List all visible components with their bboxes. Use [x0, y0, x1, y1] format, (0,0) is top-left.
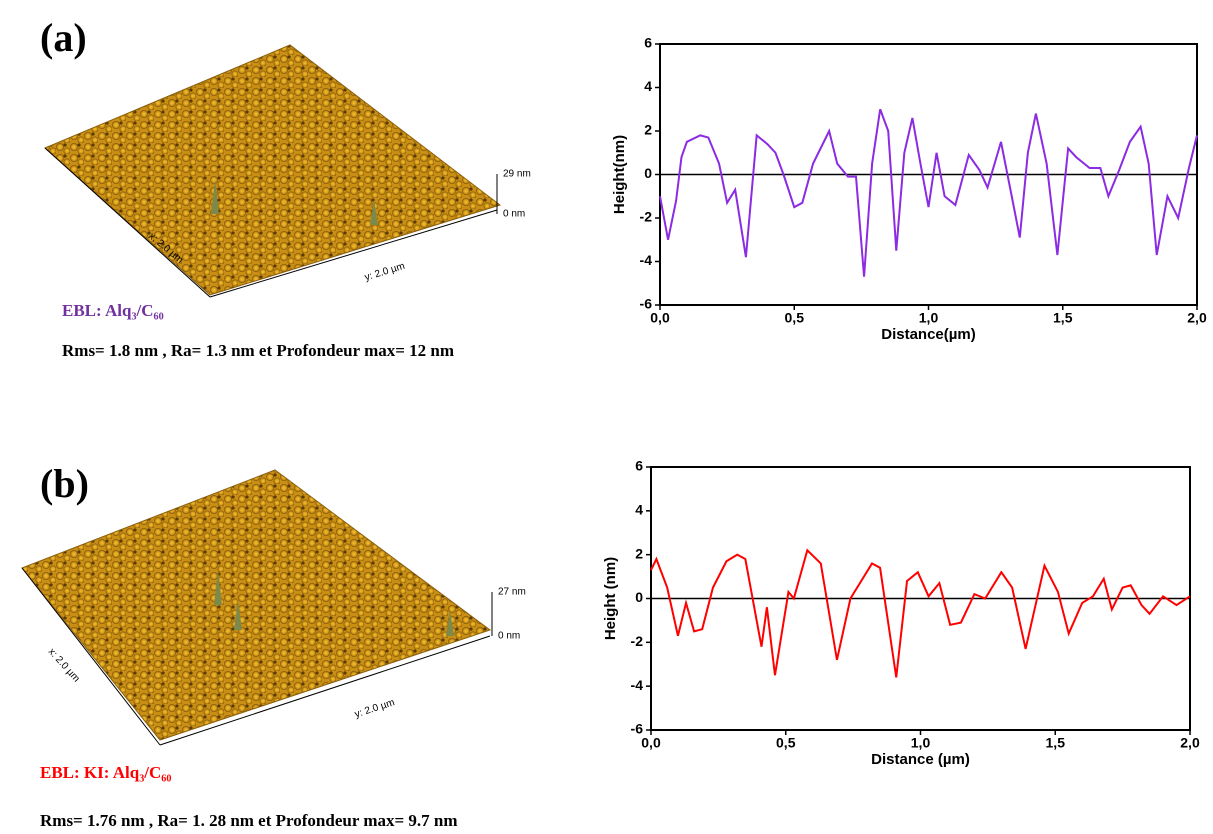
x-tick-label: 1,0 [919, 310, 939, 326]
data-line [659, 108, 1198, 277]
y-tick-label: 0 [644, 165, 652, 181]
x-tick-label: 0,5 [776, 735, 796, 751]
x-axis-label: Distance (µm) [871, 751, 970, 768]
y-tick-label: -4 [640, 252, 653, 268]
sample-label: EBL: Alq₃/C₆₀ [62, 301, 164, 320]
afm-image [21, 469, 493, 746]
y-tick-label: -6 [631, 721, 644, 737]
afm-y-label: y: 2.0 µm [353, 697, 396, 720]
afm-z-max: 29 nm [503, 169, 531, 180]
afm-z-max: 27 nm [498, 587, 526, 598]
afm-z-min: 0 nm [498, 631, 520, 642]
y-axis-label: Height(nm) [611, 135, 628, 214]
y-tick-label: -6 [640, 296, 653, 312]
x-tick-label: 1,5 [1046, 735, 1066, 751]
x-axis-label: Distance(µm) [881, 326, 976, 343]
x-tick-label: 0,0 [641, 735, 661, 751]
stats: Rms= 1.8 nm , Ra= 1.3 nm et Profondeur m… [62, 341, 454, 360]
sample-label: EBL: KI: Alq₃/C₆₀ [40, 763, 171, 782]
afm-y-label: y: 2.0 µm [363, 261, 406, 284]
y-tick-label: 2 [635, 545, 643, 561]
x-tick-label: 0,0 [650, 310, 670, 326]
stats: Rms= 1.76 nm , Ra= 1. 28 nm et Profondeu… [40, 811, 458, 830]
x-tick-label: 1,5 [1053, 310, 1073, 326]
x-tick-label: 1,0 [911, 735, 931, 751]
x-tick-label: 0,5 [785, 310, 805, 326]
afm-z-min: 0 nm [503, 209, 525, 220]
y-tick-label: 4 [635, 502, 643, 518]
y-tick-label: 6 [635, 458, 643, 474]
y-tick-label: 0 [635, 589, 643, 605]
y-tick-label: -2 [631, 633, 644, 649]
afm-image [44, 44, 502, 298]
y-tick-label: 2 [644, 122, 652, 138]
y-tick-label: 4 [644, 78, 652, 94]
y-tick-label: 6 [644, 35, 652, 51]
panel-label: (b) [40, 461, 89, 506]
x-tick-label: 2,0 [1187, 310, 1207, 326]
x-tick-label: 2,0 [1180, 735, 1200, 751]
panel-label: (a) [40, 15, 87, 60]
y-tick-label: -2 [640, 209, 653, 225]
y-axis-label: Height (nm) [602, 557, 619, 640]
data-line [650, 548, 1191, 678]
afm-x-label: x: 2.0 µm [46, 646, 82, 684]
y-tick-label: -4 [631, 677, 644, 693]
